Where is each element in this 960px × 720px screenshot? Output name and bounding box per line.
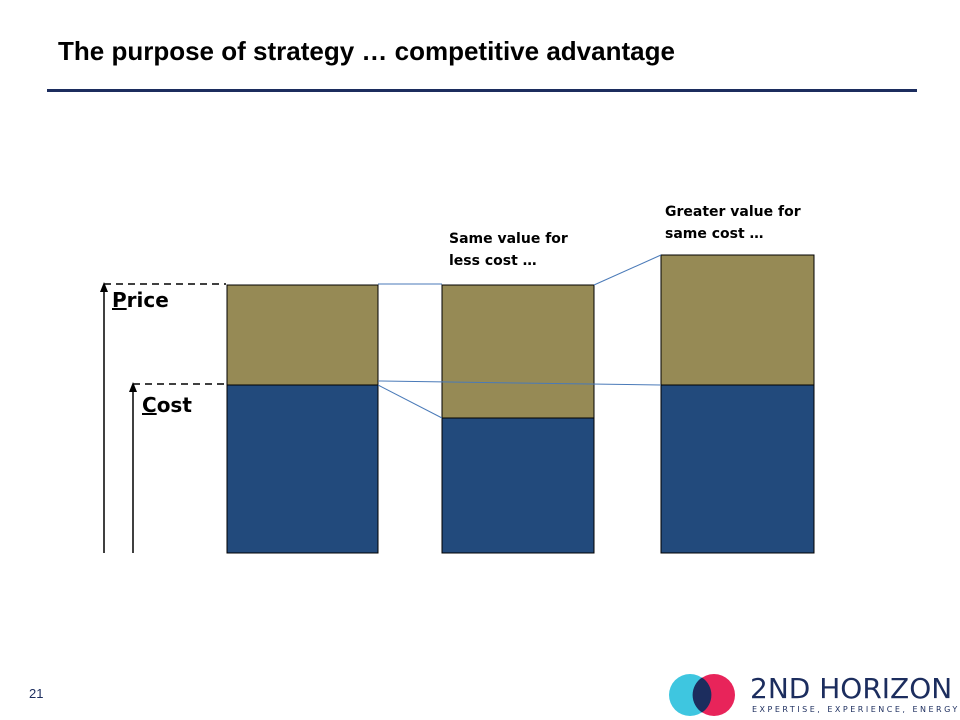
logo-name: 2ND HORIZON: [750, 672, 953, 705]
price-label: Price: [112, 288, 169, 312]
bar-2-cost: [441, 417, 595, 554]
page-number: 21: [29, 686, 44, 701]
title-divider: [47, 89, 917, 92]
connector-cost-1-2: [377, 384, 443, 419]
logo-tagline: EXPERTISE, EXPERIENCE, ENERGY: [752, 705, 960, 714]
bar-2-margin: [441, 284, 595, 419]
cost-label: Cost: [142, 393, 192, 417]
connector-price-2-3: [593, 254, 662, 286]
bar-1-margin: [226, 284, 379, 386]
price-arrowhead: [100, 282, 108, 292]
logo-circles-icon: [669, 674, 735, 716]
slide-title: The purpose of strategy … competitive ad…: [58, 36, 675, 66]
bar-3-cost: [660, 384, 815, 554]
company-logo: 2ND HORIZON EXPERTISE, EXPERIENCE, ENERG…: [668, 672, 957, 718]
connector-cost-1-3: [377, 380, 662, 386]
bar-1-cost: [226, 384, 379, 554]
annotation-greater-value: Greater value for same cost …: [665, 204, 801, 242]
annotation-same-value: Same value for less cost …: [449, 231, 568, 269]
bar-3-margin: [660, 254, 815, 386]
cost-arrowhead: [129, 382, 137, 392]
